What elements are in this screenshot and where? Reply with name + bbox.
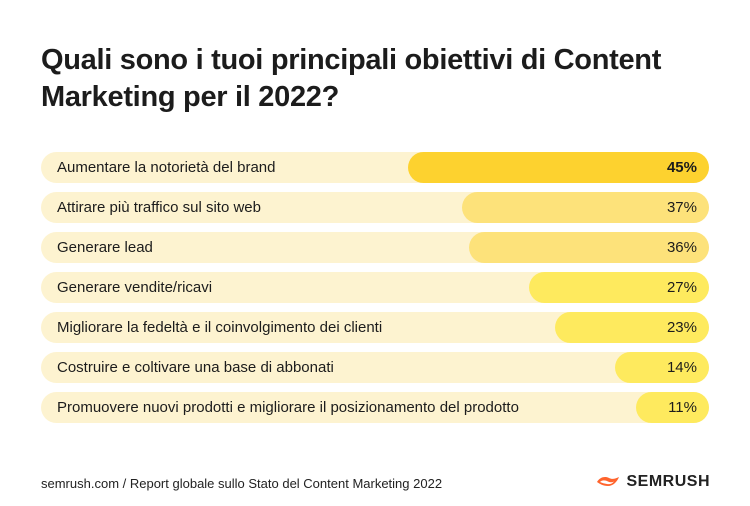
bar-fill: [635, 392, 709, 423]
semrush-logo: SEMRUSH: [596, 473, 710, 491]
bar-label: Generare vendite/ricavi: [57, 279, 213, 296]
bar-label: Promuovere nuovi prodotti e migliorare i…: [57, 399, 519, 416]
semrush-flame-icon: [597, 477, 620, 486]
bar-row: Costruire e coltivare una base di abbona…: [41, 352, 709, 383]
bar-row: Generare vendite/ricavi 27%: [41, 272, 709, 303]
bar-chart: Aumentare la notorietà del brand 45% Attir…: [41, 152, 709, 432]
bar-value: 27%: [666, 279, 697, 296]
bar-value: 11%: [668, 399, 697, 416]
bar-label: Aumentare la notorietà del brand: [57, 159, 276, 176]
bar-row: Promuovere nuovi prodotti e migliorare i…: [41, 392, 709, 423]
bar-fill: [408, 152, 709, 183]
bar-label: Migliorare la fedeltà e il coinvolgiment…: [57, 319, 383, 336]
bar-value: 14%: [666, 359, 697, 376]
bar-fill: [528, 272, 709, 303]
source-footer: semrush.com / Report globale sullo Stato…: [41, 476, 443, 491]
bar-label: Attirare più traffico sul sito web: [57, 199, 261, 216]
bar-row: Aumentare la notorietà del brand 45%: [41, 152, 709, 183]
bar-value: 37%: [666, 199, 697, 216]
bar-fill: [461, 192, 709, 223]
bar-value: 45%: [666, 159, 697, 176]
bar-value: 23%: [666, 319, 697, 336]
bar-label: Costruire e coltivare una base di abbona…: [57, 359, 334, 376]
bar-row: Attirare più traffico sul sito web 37%: [41, 192, 709, 223]
bar-fill: [615, 352, 709, 383]
bar-value: 36%: [666, 239, 697, 256]
bar-label: Generare lead: [57, 239, 153, 256]
bar-fill: [555, 312, 709, 343]
bar-row: Generare lead 36%: [41, 232, 709, 263]
bar-fill: [468, 232, 709, 263]
bar-row: Migliorare la fedeltà e il coinvolgiment…: [41, 312, 709, 343]
semrush-logo-text: SEMRUSH: [626, 473, 710, 490]
chart-title: Quali sono i tuoi principali obiettivi d…: [41, 44, 662, 113]
